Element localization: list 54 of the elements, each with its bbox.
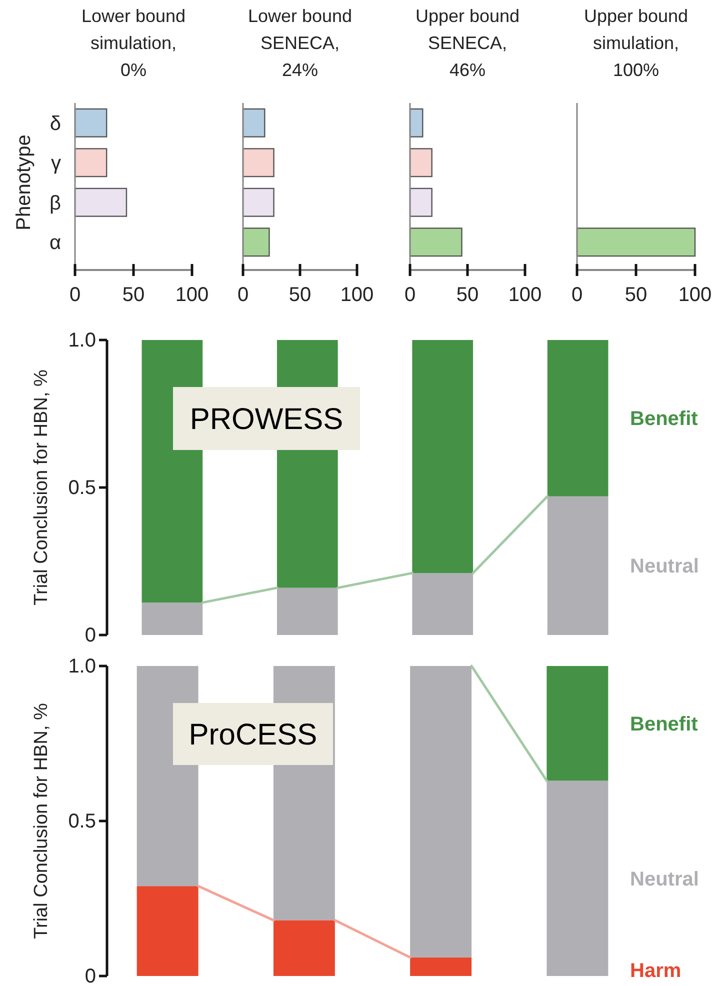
y-tick-label: δ	[50, 112, 61, 135]
x-tick-label: 100	[508, 284, 542, 306]
x-tick-label: 50	[288, 284, 312, 306]
chart-title: Lower bound simulation, 0%	[81, 6, 186, 80]
bar	[409, 188, 432, 217]
bar	[242, 148, 274, 178]
bar	[242, 108, 266, 138]
y-tick-label: 0.5	[68, 476, 96, 499]
x-tick-label: 0	[237, 284, 249, 306]
annotation: ProCESS	[188, 718, 318, 752]
y-tick-label: 1.0	[68, 329, 96, 352]
y-tick-label: α	[49, 232, 61, 254]
chart-title: Upper bound simulation, 100%	[584, 6, 688, 80]
series-label: Neutral	[630, 556, 699, 578]
y-tick-label: 0.5	[68, 810, 96, 832]
bar	[136, 886, 198, 976]
bar	[276, 588, 338, 635]
y-tick-label: γ	[51, 152, 61, 175]
annotation: PROWESS	[190, 403, 344, 436]
y-axis-title: Phenotype	[13, 134, 35, 230]
chart-title: Lower bound SENECA, 24%	[248, 6, 352, 80]
x-tick-label: 0	[571, 284, 583, 306]
y-tick-label: 1.0	[68, 655, 96, 678]
bar	[273, 920, 335, 976]
y-tick-label: 0	[84, 965, 96, 986]
bar	[547, 496, 608, 635]
series-label: Benefit	[630, 713, 698, 736]
series-label: Neutral	[630, 868, 699, 890]
text: Harm	[630, 960, 682, 982]
bar	[547, 340, 608, 496]
chart-title: Upper bound SENECA, 46%	[415, 6, 520, 80]
bar	[546, 780, 608, 976]
y-tick-label: β	[49, 192, 61, 214]
x-tick-label: 100	[175, 284, 209, 306]
bar	[242, 188, 274, 217]
x-tick-label: 100	[340, 284, 374, 306]
bar	[546, 666, 608, 781]
x-tick-label: 50	[624, 284, 648, 306]
series-label: Benefit	[630, 408, 698, 430]
y-axis-title: Trial Conclusion for HBN, %	[31, 702, 52, 939]
bar	[412, 340, 474, 574]
bar	[409, 228, 462, 257]
x-tick-label: 0	[404, 284, 416, 306]
x-tick-label: 100	[678, 284, 712, 306]
bar	[410, 666, 472, 958]
bar	[412, 573, 474, 635]
x-tick-label: 50	[456, 284, 479, 306]
bar	[410, 957, 472, 976]
bar	[242, 228, 270, 257]
bar	[409, 148, 432, 178]
bar	[142, 602, 203, 635]
y-tick-label: 0	[84, 624, 96, 646]
x-tick-label: 50	[122, 284, 145, 306]
y-axis-title: Trial Conclusion for HBN, %	[31, 369, 52, 606]
